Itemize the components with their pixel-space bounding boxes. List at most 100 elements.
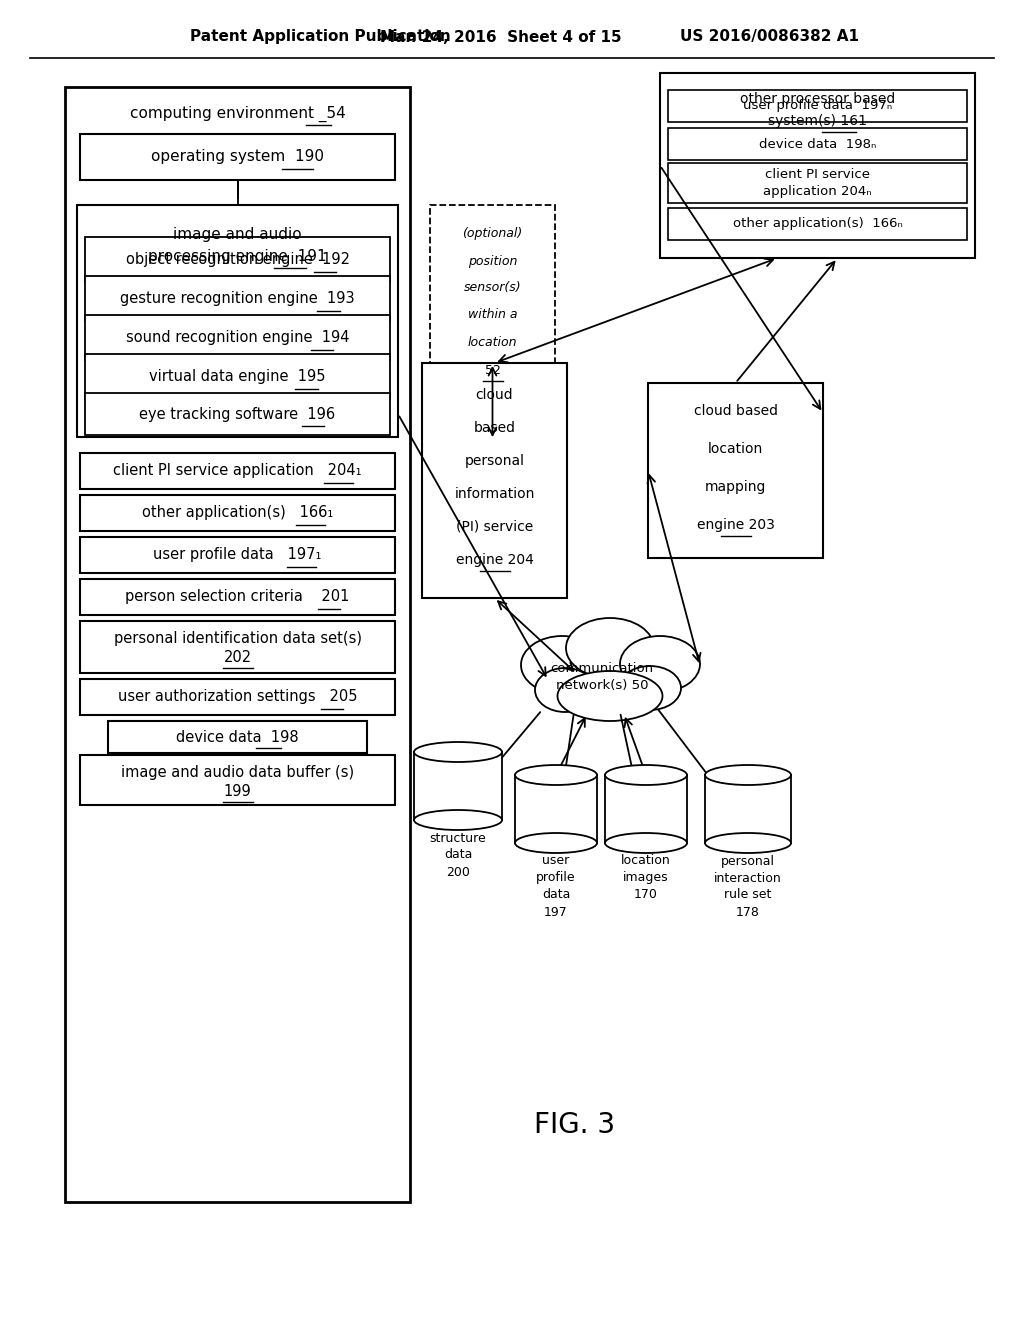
Text: eye tracking software  196: eye tracking software 196 <box>139 407 336 421</box>
Text: communication: communication <box>551 661 653 675</box>
Bar <box>80 135 395 180</box>
Text: device data  198: device data 198 <box>176 730 299 744</box>
Bar <box>668 128 967 160</box>
Text: 199: 199 <box>223 784 251 799</box>
Text: Patent Application Publication: Patent Application Publication <box>190 29 451 45</box>
Text: engine 204: engine 204 <box>456 553 534 568</box>
Bar <box>605 775 687 843</box>
Text: sound recognition engine  194: sound recognition engine 194 <box>126 330 349 345</box>
Ellipse shape <box>521 636 603 694</box>
Text: 52: 52 <box>484 363 501 376</box>
Text: cloud based: cloud based <box>693 404 777 418</box>
Text: 170: 170 <box>634 888 658 902</box>
Bar <box>422 363 567 598</box>
Text: user: user <box>543 854 569 867</box>
Text: network(s) 50: network(s) 50 <box>556 680 648 693</box>
Bar <box>108 721 367 752</box>
Text: 200: 200 <box>446 866 470 879</box>
Ellipse shape <box>515 833 597 853</box>
Bar <box>80 620 395 673</box>
Text: client PI service: client PI service <box>765 168 870 181</box>
Text: 178: 178 <box>736 906 760 919</box>
Text: within a: within a <box>468 309 517 322</box>
Text: client PI service application   204₁: client PI service application 204₁ <box>114 463 361 479</box>
Text: 202: 202 <box>223 649 252 664</box>
Bar <box>668 162 967 203</box>
Text: cloud: cloud <box>476 388 513 403</box>
Text: computing environment _54: computing environment _54 <box>130 106 345 123</box>
Text: profile: profile <box>537 871 575 884</box>
Text: location: location <box>708 442 763 455</box>
Text: data: data <box>443 849 472 862</box>
Ellipse shape <box>414 810 502 830</box>
Text: data: data <box>542 888 570 902</box>
Bar <box>80 755 395 805</box>
Bar <box>85 276 390 321</box>
Ellipse shape <box>414 742 502 762</box>
Text: location: location <box>622 854 671 867</box>
Bar <box>668 90 967 121</box>
Ellipse shape <box>566 618 654 678</box>
Text: FIG. 3: FIG. 3 <box>535 1111 615 1139</box>
Text: position: position <box>468 255 517 268</box>
Ellipse shape <box>535 668 595 711</box>
Text: person selection criteria    201: person selection criteria 201 <box>125 590 349 605</box>
Text: structure: structure <box>430 832 486 845</box>
Text: rule set: rule set <box>724 888 772 902</box>
Bar <box>80 453 395 488</box>
Bar <box>65 87 410 1203</box>
Text: personal: personal <box>465 454 524 469</box>
Bar <box>648 383 823 558</box>
Ellipse shape <box>705 766 791 785</box>
Bar <box>85 354 390 399</box>
Bar <box>80 678 395 715</box>
Ellipse shape <box>605 833 687 853</box>
Bar <box>85 393 390 436</box>
Bar <box>414 752 502 820</box>
Bar <box>80 495 395 531</box>
Text: application 204ₙ: application 204ₙ <box>763 186 871 198</box>
Text: gesture recognition engine  193: gesture recognition engine 193 <box>120 290 354 306</box>
Ellipse shape <box>605 766 687 785</box>
Text: (PI) service: (PI) service <box>456 520 534 535</box>
Bar <box>80 579 395 615</box>
Text: US 2016/0086382 A1: US 2016/0086382 A1 <box>680 29 859 45</box>
Text: virtual data engine  195: virtual data engine 195 <box>150 370 326 384</box>
Text: other application(s)   166₁: other application(s) 166₁ <box>142 506 333 520</box>
Bar <box>668 209 967 240</box>
Bar <box>705 775 791 843</box>
Ellipse shape <box>618 667 681 710</box>
Bar <box>430 205 555 440</box>
Text: (optional): (optional) <box>463 227 522 239</box>
Text: sensor(s): sensor(s) <box>464 281 521 294</box>
Bar <box>80 537 395 573</box>
Ellipse shape <box>557 671 663 721</box>
Text: location: location <box>468 337 517 350</box>
Bar <box>85 238 390 282</box>
Text: Mar. 24, 2016  Sheet 4 of 15: Mar. 24, 2016 Sheet 4 of 15 <box>380 29 622 45</box>
Ellipse shape <box>515 766 597 785</box>
Text: 197: 197 <box>544 906 568 919</box>
Text: operating system  190: operating system 190 <box>151 149 324 165</box>
Bar <box>515 775 597 843</box>
Text: personal identification data set(s): personal identification data set(s) <box>114 631 361 645</box>
Text: based: based <box>473 421 515 436</box>
Text: user authorization settings   205: user authorization settings 205 <box>118 689 357 705</box>
Text: other processor based: other processor based <box>740 92 895 106</box>
Text: mapping: mapping <box>705 480 766 494</box>
Text: image and audio data buffer (s): image and audio data buffer (s) <box>121 764 354 780</box>
Bar <box>660 73 975 257</box>
Bar <box>77 205 398 437</box>
Ellipse shape <box>705 833 791 853</box>
Text: object recognition engine  192: object recognition engine 192 <box>126 252 349 267</box>
Text: images: images <box>624 871 669 884</box>
Text: personal: personal <box>721 854 775 867</box>
Text: image and audio: image and audio <box>173 227 302 243</box>
Text: other application(s)  166ₙ: other application(s) 166ₙ <box>732 218 902 231</box>
Text: device data  198ₙ: device data 198ₙ <box>759 137 877 150</box>
Text: user profile data   197₁: user profile data 197₁ <box>154 548 322 562</box>
Text: engine 203: engine 203 <box>696 517 774 532</box>
Bar <box>85 315 390 360</box>
Text: user profile data  197ₙ: user profile data 197ₙ <box>742 99 892 112</box>
Text: system(s) 161: system(s) 161 <box>768 114 867 128</box>
